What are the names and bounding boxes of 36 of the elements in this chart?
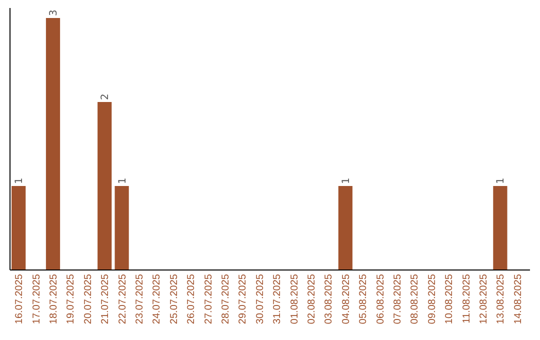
x-tick-label: 25.07.2025 [168,274,180,324]
x-tick-label: 23.07.2025 [134,274,146,324]
x-tick-label: 29.07.2025 [238,274,249,324]
x-tick-label: 27.07.2025 [203,274,214,324]
x-tick-label: 26.07.2025 [186,274,198,324]
x-tick-label: 01.08.2025 [289,274,300,324]
data-label: 1 [496,178,507,184]
data-label: 1 [117,178,128,184]
x-tick-label: 05.08.2025 [358,274,370,324]
x-tick-label: 30.07.2025 [254,274,266,324]
x-tick-label: 24.07.2025 [152,274,163,324]
x-tick-label: 20.07.2025 [82,274,94,324]
data-label: 3 [48,10,60,16]
x-tick-label: 17.07.2025 [31,274,42,324]
x-tick-label: 13.08.2025 [496,274,507,324]
x-tick-label: 16.07.2025 [14,274,26,324]
x-tick-label: 08.08.2025 [410,274,421,324]
x-tick-label: 09.08.2025 [426,274,438,324]
data-label: 1 [340,178,352,184]
x-tick-label: 11.08.2025 [461,274,472,324]
x-tick-label: 31.07.2025 [272,274,284,324]
x-tick-label: 12.08.2025 [478,274,490,324]
x-tick-label: 22.07.2025 [117,274,128,324]
x-tick-label: 07.08.2025 [392,274,404,324]
data-label: 2 [100,94,112,100]
x-tick-label: 06.08.2025 [375,274,386,324]
x-tick-label: 18.07.2025 [48,274,60,324]
x-tick-label: 04.08.2025 [340,274,352,324]
x-tick-label: 14.08.2025 [512,274,524,324]
x-tick-label: 02.08.2025 [306,274,318,324]
x-tick-label: 10.08.2025 [444,274,456,324]
x-tick-label: 28.07.2025 [220,274,232,324]
x-tick-label: 03.08.2025 [324,274,335,324]
x-tick-label: 21.07.2025 [100,274,112,324]
x-tick-label: 19.07.2025 [66,274,77,324]
data-label: 1 [14,178,26,184]
